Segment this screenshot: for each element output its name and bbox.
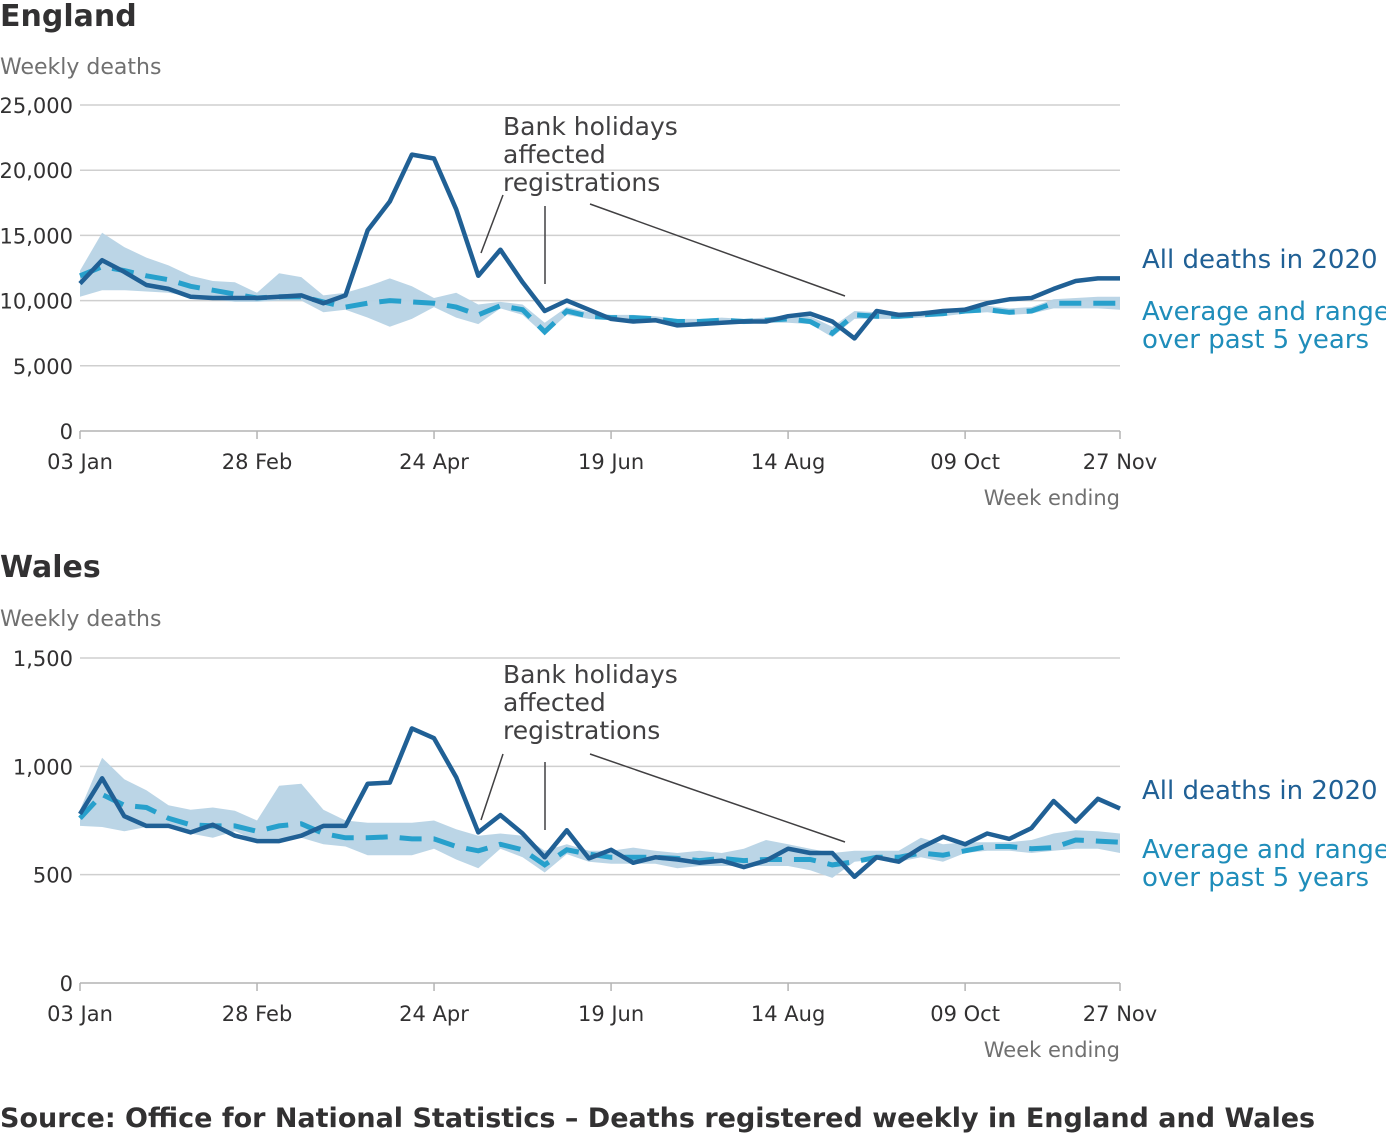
england-y-tick-label: 15,000: [0, 224, 73, 248]
wales-y-tick-label: 1,000: [13, 755, 73, 779]
england-annotation-pointer-3: [589, 203, 846, 297]
england-y-ticks: 0 5,000 10,000 15,000 20,000 25,000: [0, 94, 73, 444]
england-legend-all-deaths: All deaths in 2020: [1142, 245, 1378, 275]
england-annotation-line1: Bank holidays: [503, 112, 678, 141]
england-y-tick-label: 10,000: [0, 290, 73, 314]
england-x-tick-label: 28 Feb: [222, 450, 293, 474]
england-y-tick-label: 25,000: [0, 94, 73, 118]
source-note: Source: Office for National Statistics –…: [0, 1103, 1315, 1134]
wales-y-tick-label: 1,500: [13, 647, 73, 671]
wales-x-tick-label: 19 Jun: [578, 1002, 644, 1026]
england-x-tick-label: 27 Nov: [1083, 450, 1157, 474]
england-annotation-line2: affected: [503, 140, 606, 169]
wales-annotation-line1: Bank holidays: [503, 660, 678, 689]
england-five-year-range-band: [80, 232, 1120, 338]
wales-y-axis-label: Weekly deaths: [0, 607, 161, 632]
wales-legend-average-line1: Average and range: [1142, 835, 1386, 865]
wales-annotation: Bank holidays affected registrations: [480, 660, 846, 843]
england-panel: England Weekly deaths 0 5,000 10,000 15,000…: [0, 0, 1386, 510]
wales-panel: Wales Weekly deaths 0 500 1,000 1,500 03 Ja…: [0, 550, 1386, 1062]
wales-gridlines: [80, 657, 1120, 876]
wales-all-deaths-line: [78, 726, 1121, 880]
england-y-axis-label: Weekly deaths: [0, 55, 161, 80]
wales-annotation-line2: affected: [503, 688, 606, 717]
england-y-tick-label: 5,000: [13, 355, 73, 379]
england-x-tick-label: 19 Jun: [578, 450, 644, 474]
wales-x-tick-label: 27 Nov: [1083, 1002, 1157, 1026]
wales-x-tick-label: 24 Apr: [399, 1002, 469, 1026]
wales-legend-all-deaths: All deaths in 2020: [1142, 776, 1378, 806]
wales-y-tick-label: 0: [60, 972, 73, 996]
england-x-tick-label: 03 Jan: [47, 450, 113, 474]
wales-y-ticks: 0 500 1,000 1,500: [13, 647, 73, 996]
wales-x-tick-label: 09 Oct: [930, 1002, 1000, 1026]
wales-x-tick-label: 28 Feb: [222, 1002, 293, 1026]
wales-y-tick-label: 500: [33, 864, 73, 888]
wales-x-tick-label: 03 Jan: [47, 1002, 113, 1026]
wales-x-tick-label: 14 Aug: [751, 1002, 825, 1026]
england-x-tick-label: 09 Oct: [930, 450, 1000, 474]
wales-title: Wales: [0, 550, 101, 585]
wales-annotation-pointer-1: [480, 753, 504, 821]
wales-x-ticks: 03 Jan 28 Feb 24 Apr 19 Jun 14 Aug 09 Oct 27 N…: [47, 983, 1157, 1026]
england-legend-average-line1: Average and range: [1142, 297, 1386, 327]
england-y-tick-label: 20,000: [0, 159, 73, 183]
england-all-deaths-line: [78, 152, 1120, 341]
england-x-tick-label: 14 Aug: [751, 450, 825, 474]
england-annotation-pointer-1: [480, 194, 504, 254]
england-y-tick-label: 0: [60, 420, 73, 444]
england-title: England: [0, 0, 137, 34]
wales-five-year-range-band: [80, 757, 1120, 878]
england-x-axis-label: Week ending: [984, 486, 1120, 510]
england-annotation: Bank holidays affected registrations: [480, 112, 846, 297]
england-legend-average-line2: over past 5 years: [1142, 325, 1369, 355]
england-annotation-line3: registrations: [503, 168, 660, 197]
wales-annotation-pointer-3: [589, 753, 846, 843]
england-x-tick-label: 24 Apr: [399, 450, 469, 474]
wales-annotation-line3: registrations: [503, 716, 660, 745]
wales-legend-average-line2: over past 5 years: [1142, 863, 1369, 893]
wales-x-axis-label: Week ending: [984, 1038, 1120, 1062]
england-x-ticks: 03 Jan 28 Feb 24 Apr 19 Jun 14 Aug 09 Oct 27 N…: [47, 431, 1157, 474]
